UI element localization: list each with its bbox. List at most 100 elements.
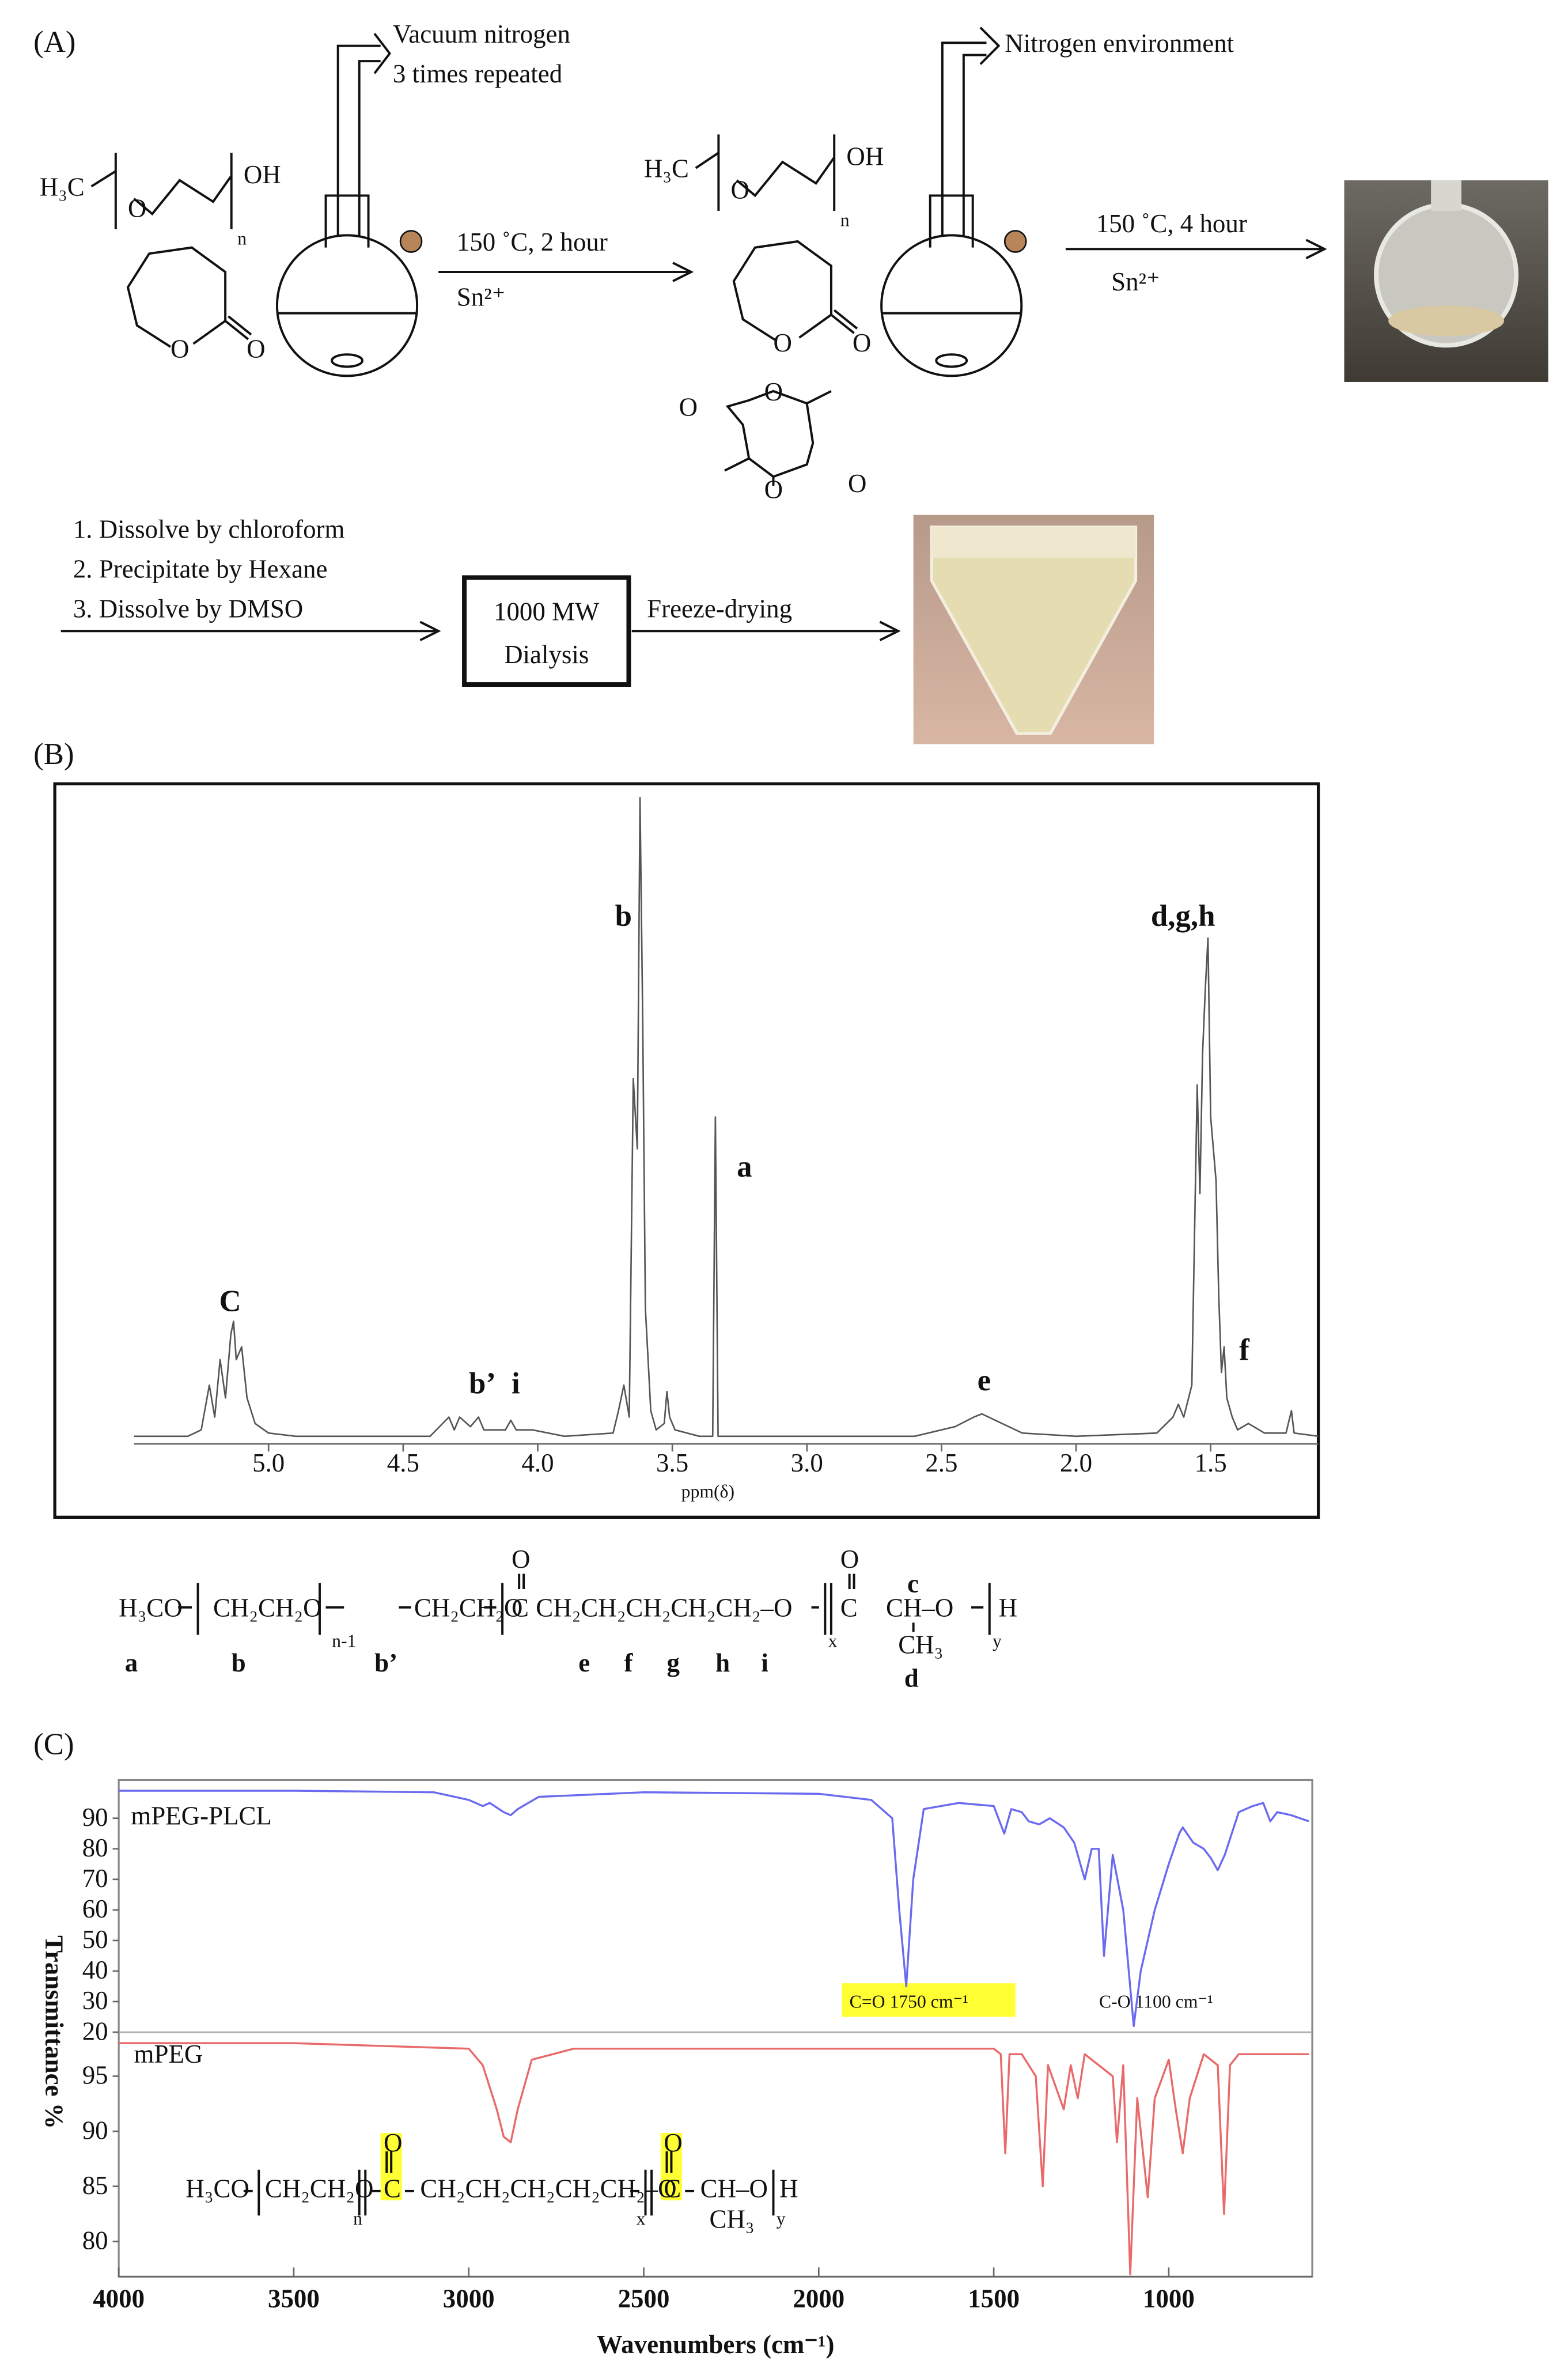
bond [724, 389, 832, 486]
mpeg-structure: H₃C O OH n O O O O O O [644, 134, 884, 504]
box-label: 1000 MW [494, 597, 600, 626]
proton-label: f [624, 1648, 634, 1677]
series-label: mPEG [134, 2040, 203, 2068]
y-tick-label: 60 [82, 1894, 108, 1923]
y-tick-label: 40 [82, 1956, 108, 1984]
bond [126, 246, 252, 348]
formula: C [512, 1594, 529, 1622]
proton-label: b [232, 1648, 246, 1677]
atom-label: OH [846, 142, 884, 171]
formula: CH₂CH₂O [265, 2174, 374, 2203]
y-tick-label: 85 [82, 2171, 108, 2200]
step: 2. Precipitate by Hexane [73, 554, 328, 583]
formula: CH–O [886, 1594, 953, 1622]
atom-label: O [171, 334, 189, 363]
y-tick-label: 70 [82, 1864, 108, 1893]
formula: CH₃ [710, 2204, 755, 2233]
panel-label: (C) [33, 1727, 74, 1761]
y-tick-label: 80 [82, 2226, 108, 2255]
x-tick-label: 4.5 [387, 1448, 419, 1477]
formula: O [384, 2128, 402, 2157]
arrow [60, 621, 441, 641]
atom-label: O [848, 469, 866, 498]
peak-label: b [615, 899, 632, 933]
subscript: n [840, 210, 850, 230]
x-tick-label: 1000 [1143, 2284, 1195, 2313]
formula: C [840, 1594, 858, 1622]
mpeg-structure: H₃C O OH n O O [40, 153, 281, 364]
x-tick-label: 3.5 [656, 1448, 688, 1477]
step: 1. Dissolve by chloroform [73, 515, 345, 543]
peak-label: d,g,h [1151, 899, 1215, 933]
x-tick-label: 4.0 [521, 1448, 554, 1477]
x-tick-label: 4000 [93, 2284, 145, 2313]
proton-label: b’ [374, 1648, 397, 1677]
panel-label: (B) [33, 737, 74, 771]
box-label: Dialysis [504, 640, 589, 669]
formula: H [779, 2174, 798, 2203]
formula: CH₃ [898, 1630, 943, 1659]
formula: H₃CO [185, 2174, 249, 2203]
x-tick-label: 2.0 [1060, 1448, 1092, 1477]
formula: H₃CO [119, 1594, 183, 1622]
formula: C [664, 2174, 681, 2203]
frame [53, 782, 1320, 1519]
step: 3. Dissolve by DMSO [73, 594, 303, 623]
proton-label: a [125, 1648, 138, 1677]
bond [178, 1574, 991, 1635]
peak-label: C [219, 1284, 241, 1318]
subscript: x [828, 1631, 838, 1651]
atom-label: O [764, 377, 783, 406]
bond [90, 153, 233, 229]
x-tick-label: 2500 [618, 2284, 670, 2313]
peak-label: e [978, 1364, 991, 1397]
atom-label: O [764, 475, 783, 504]
atom-label: O [731, 176, 749, 205]
y-tick-label: 95 [82, 2061, 108, 2090]
formula: CH₂CH₂CH₂CH₂CH₂–O [420, 2174, 676, 2203]
formula: H [999, 1594, 1017, 1622]
spectrum-line [119, 2042, 1309, 2276]
box [462, 575, 631, 687]
x-tick-label: 1.5 [1195, 1448, 1227, 1477]
spectrum-line [134, 796, 1319, 1438]
bond [243, 2151, 775, 2216]
atom-label: O [853, 328, 871, 357]
bond [695, 134, 836, 211]
photo-tube [913, 515, 1154, 744]
annotation: C-O 1100 cm⁻¹ [1099, 1992, 1213, 2012]
bond [732, 240, 858, 342]
y-tick-label: 90 [82, 1803, 108, 1832]
x-tick-label: 3000 [443, 2284, 495, 2313]
annotation: C=O 1750 cm⁻¹ [850, 1992, 968, 2012]
annotation: 150 ˚C, 4 hour [1096, 209, 1247, 238]
formula: CH–O [700, 2174, 768, 2203]
photo-flask [1344, 180, 1548, 382]
annotation: Nitrogen environment [1005, 29, 1234, 58]
proton-label: c [907, 1569, 919, 1598]
formula: O [664, 2128, 682, 2157]
formula: CH₂CH₂O [414, 1594, 523, 1622]
atom-label: O [128, 194, 146, 222]
proton-label: d [904, 1664, 919, 1693]
peak-label: f [1239, 1333, 1250, 1367]
flask [275, 33, 423, 377]
peak-label: i [512, 1367, 520, 1400]
peak-label: a [737, 1150, 752, 1183]
proton-label: i [761, 1648, 768, 1677]
x-tick-label: 2000 [793, 2284, 844, 2313]
annotation: Sn²⁺ [1111, 267, 1160, 296]
arrow [438, 262, 694, 282]
atom-label: O [679, 392, 698, 421]
annotation: 150 ˚C, 2 hour [457, 228, 608, 256]
formula: C [384, 2174, 401, 2203]
structure: H₃CO CH₂CH₂O n C O CH₂CH₂CH₂CH₂CH₂–O x C… [185, 2128, 798, 2234]
formula: CH₂CH₂CH₂CH₂CH₂–O [536, 1594, 792, 1622]
flask [880, 27, 1027, 377]
y-tick-label: 50 [82, 1925, 108, 1954]
annotation: Freeze-drying [647, 594, 792, 623]
arrow [631, 621, 901, 641]
subscript: n [353, 2208, 362, 2229]
annotation: 3 times repeated [393, 59, 562, 88]
